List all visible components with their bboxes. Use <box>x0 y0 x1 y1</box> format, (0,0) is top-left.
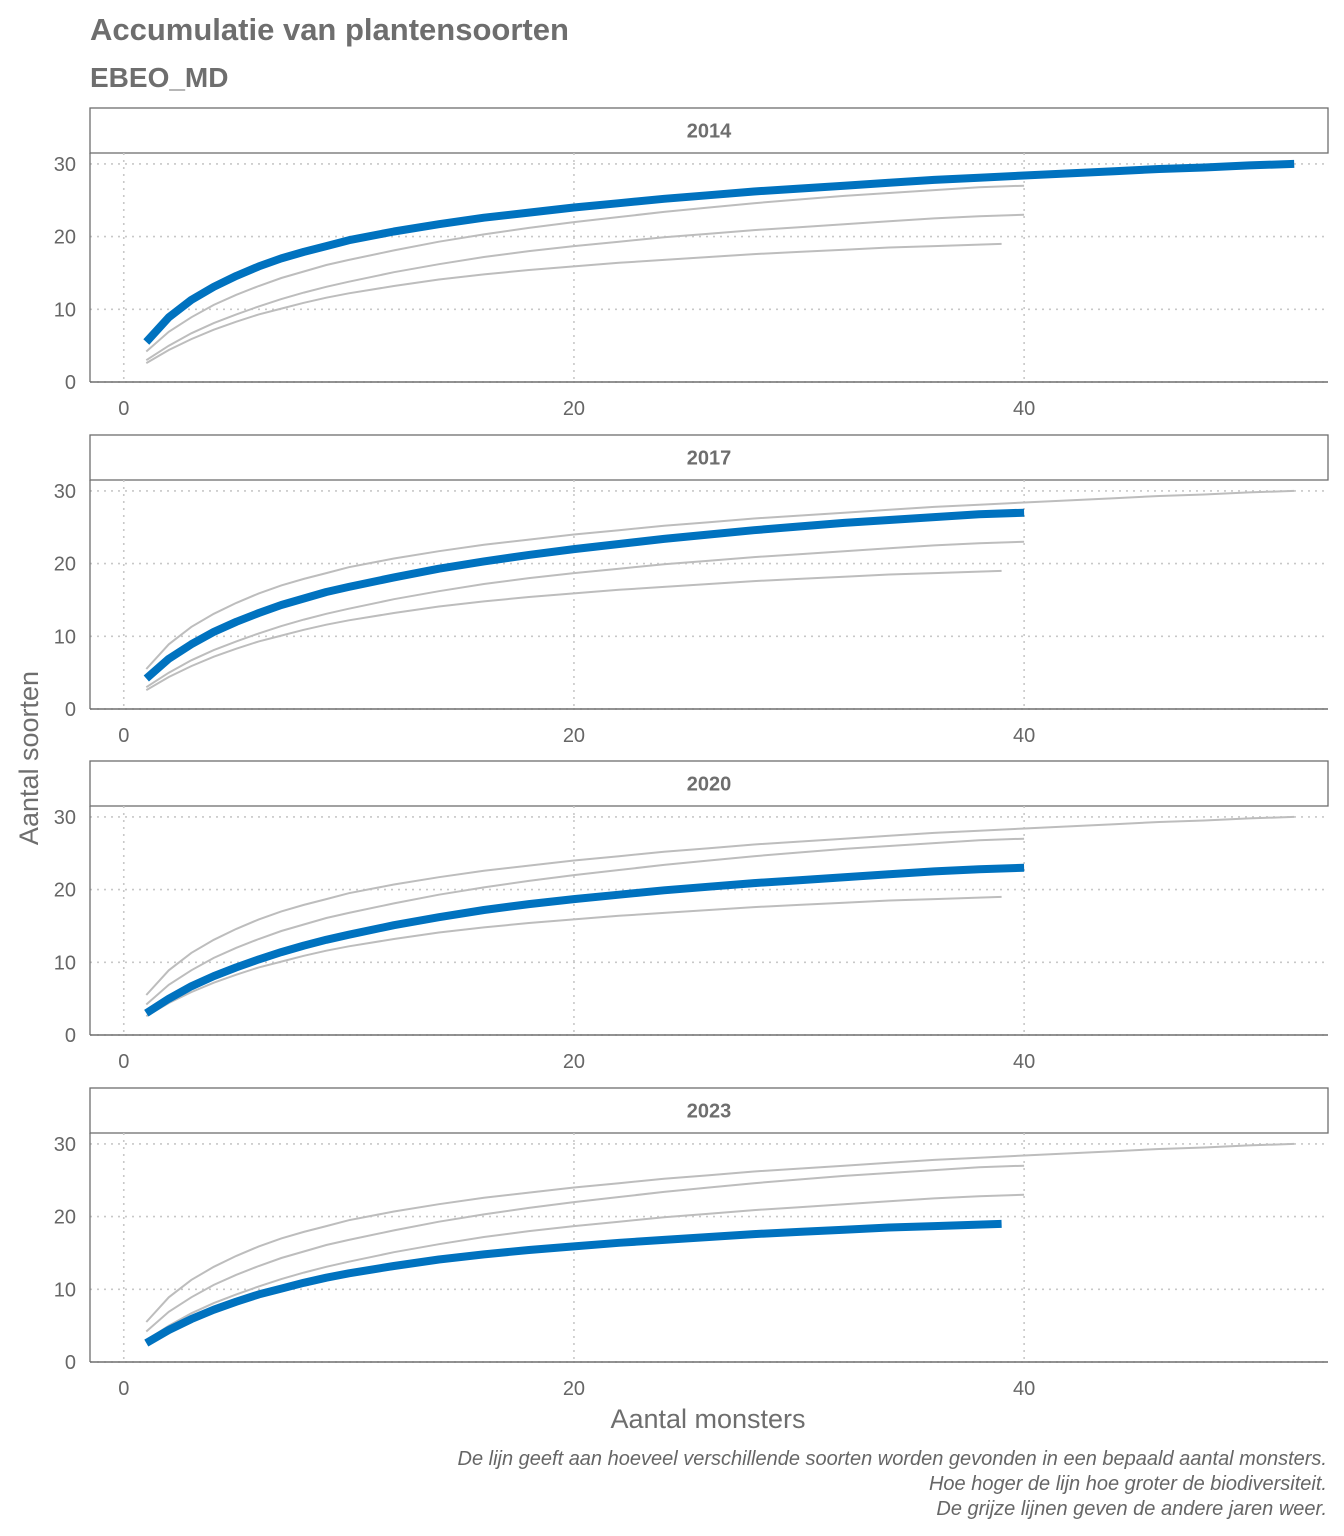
y-tick-label: 30 <box>54 1134 76 1156</box>
x-tick-label: 40 <box>1013 398 1035 420</box>
x-tick-label: 0 <box>118 398 129 420</box>
facet-strip <box>89 760 1329 807</box>
y-axis-title: Aantal soorten <box>14 671 44 845</box>
series-line-2023-grey <box>145 242 1002 364</box>
chart-subtitle: EBEO_MD <box>90 62 228 93</box>
series-line-2023-grey <box>145 895 1002 1017</box>
facet-panel-2017: 2017 0 10 20 30 0 20 40 <box>54 434 1329 747</box>
x-tick-label: 20 <box>563 725 585 747</box>
x-tick-label: 40 <box>1013 725 1035 747</box>
facet-strip <box>89 107 1329 154</box>
y-tick-label: 0 <box>65 372 76 394</box>
series-line-2014-grey <box>145 1142 1295 1323</box>
series-line-2014-grey <box>145 489 1295 670</box>
facet-strip-label: 2014 <box>687 121 732 143</box>
series-line-2014-grey <box>145 815 1295 996</box>
caption-line-3: De grijze lijnen geven de andere jaren w… <box>936 1498 1327 1520</box>
y-tick-label: 10 <box>54 299 76 321</box>
series-line-2017-grey <box>145 837 1025 1006</box>
caption-line-1: De lijn geeft aan hoeveel verschillende … <box>458 1448 1327 1470</box>
y-tick-label: 30 <box>54 154 76 176</box>
series-line-2017-grey <box>145 1164 1025 1333</box>
y-tick-label: 10 <box>54 1279 76 1301</box>
x-tick-label: 0 <box>118 1051 129 1073</box>
x-tick-label: 0 <box>118 725 129 747</box>
x-tick-label: 0 <box>118 1378 129 1400</box>
facet-panel-2014: 2014 0 10 20 30 0 20 40 <box>54 107 1329 420</box>
series-line-2014-highlight <box>143 159 1295 345</box>
y-tick-label: 30 <box>54 807 76 829</box>
x-tick-label: 20 <box>563 1378 585 1400</box>
facet-panel-2020: 2020 0 10 20 30 0 20 40 <box>54 760 1329 1073</box>
series-line-2023-highlight <box>144 1219 1002 1347</box>
facet-strip-label: 2020 <box>687 774 732 796</box>
x-tick-label: 40 <box>1013 1051 1035 1073</box>
series-line-2020-grey <box>145 540 1025 689</box>
facet-strip <box>89 434 1329 481</box>
series-line-2020-grey <box>145 213 1025 362</box>
y-tick-label: 30 <box>54 481 76 503</box>
series-line-2017-highlight <box>143 508 1025 682</box>
x-axis-title: Aantal monsters <box>610 1404 805 1434</box>
x-tick-label: 20 <box>563 398 585 420</box>
x-tick-label: 40 <box>1013 1378 1035 1400</box>
y-tick-label: 0 <box>65 1025 76 1047</box>
facet-strip-label: 2023 <box>687 1101 732 1123</box>
series-line-2020-grey <box>145 1193 1025 1342</box>
series-line-2023-grey <box>145 569 1002 691</box>
x-tick-label: 20 <box>563 1051 585 1073</box>
y-tick-label: 0 <box>65 699 76 721</box>
y-tick-label: 20 <box>54 227 76 249</box>
caption-line-2: Hoe hoger de lijn hoe groter de biodiver… <box>929 1473 1327 1495</box>
chart-title: Accumulatie van plantensoorten <box>90 12 569 47</box>
facet-strip-label: 2017 <box>687 448 732 470</box>
y-tick-label: 10 <box>54 952 76 974</box>
facet-strip <box>89 1087 1329 1134</box>
series-line-2020-highlight <box>144 863 1025 1017</box>
y-tick-label: 20 <box>54 554 76 576</box>
series-line-2017-grey <box>145 184 1025 353</box>
facet-panel-2023: 2023 0 10 20 30 0 20 40 <box>54 1087 1329 1400</box>
y-tick-label: 20 <box>54 880 76 902</box>
y-tick-label: 20 <box>54 1207 76 1229</box>
y-tick-label: 0 <box>65 1352 76 1374</box>
y-tick-label: 10 <box>54 626 76 648</box>
